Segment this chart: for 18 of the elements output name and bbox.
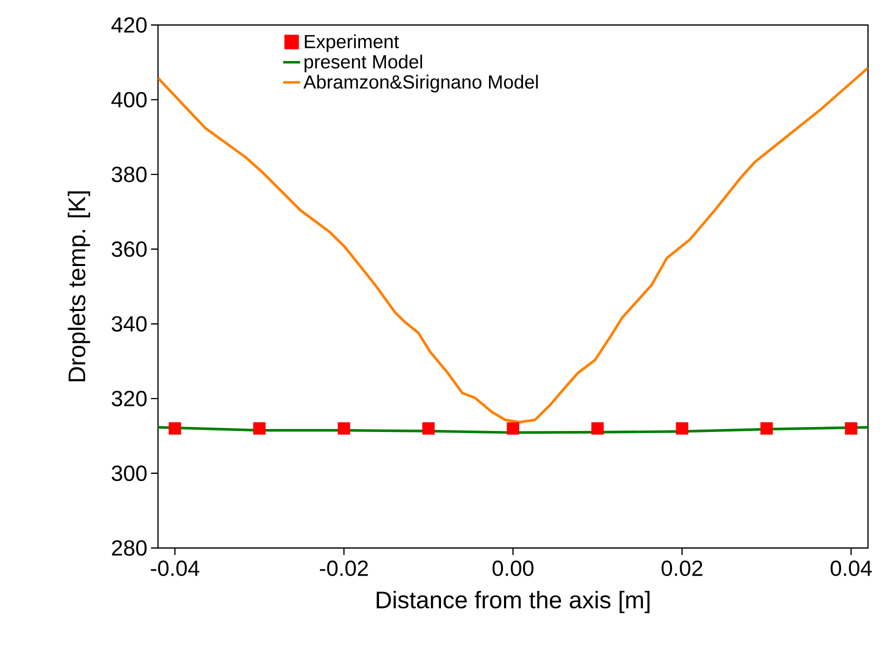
- y-tick-label: 380: [112, 166, 147, 182]
- x-tick-label: -0.04: [150, 560, 200, 576]
- x-axis-title: Distance from the axis [m]: [376, 590, 650, 614]
- y-tick-label: 320: [112, 390, 147, 406]
- legend-label: Abramzon&Sirignano Model: [303, 74, 538, 92]
- legend-label: present Model: [304, 54, 422, 72]
- y-tick-label: 420: [111, 17, 147, 33]
- y-tick-label: 400: [111, 92, 147, 108]
- legend-label: Experiment: [304, 34, 399, 52]
- y-tick-label: 360: [112, 241, 147, 257]
- x-tick-label: -0.02: [320, 560, 368, 576]
- y-tick-label: 280: [112, 540, 147, 556]
- x-tick-label: 0.02: [662, 560, 702, 576]
- y-tick-label: 300: [112, 466, 147, 482]
- y-axis-title: Droplets temp. [K]: [68, 191, 90, 382]
- x-tick-label: 0.04: [830, 560, 872, 576]
- y-tick-label: 340: [112, 316, 147, 332]
- x-tick-label: 0.00: [492, 560, 534, 576]
